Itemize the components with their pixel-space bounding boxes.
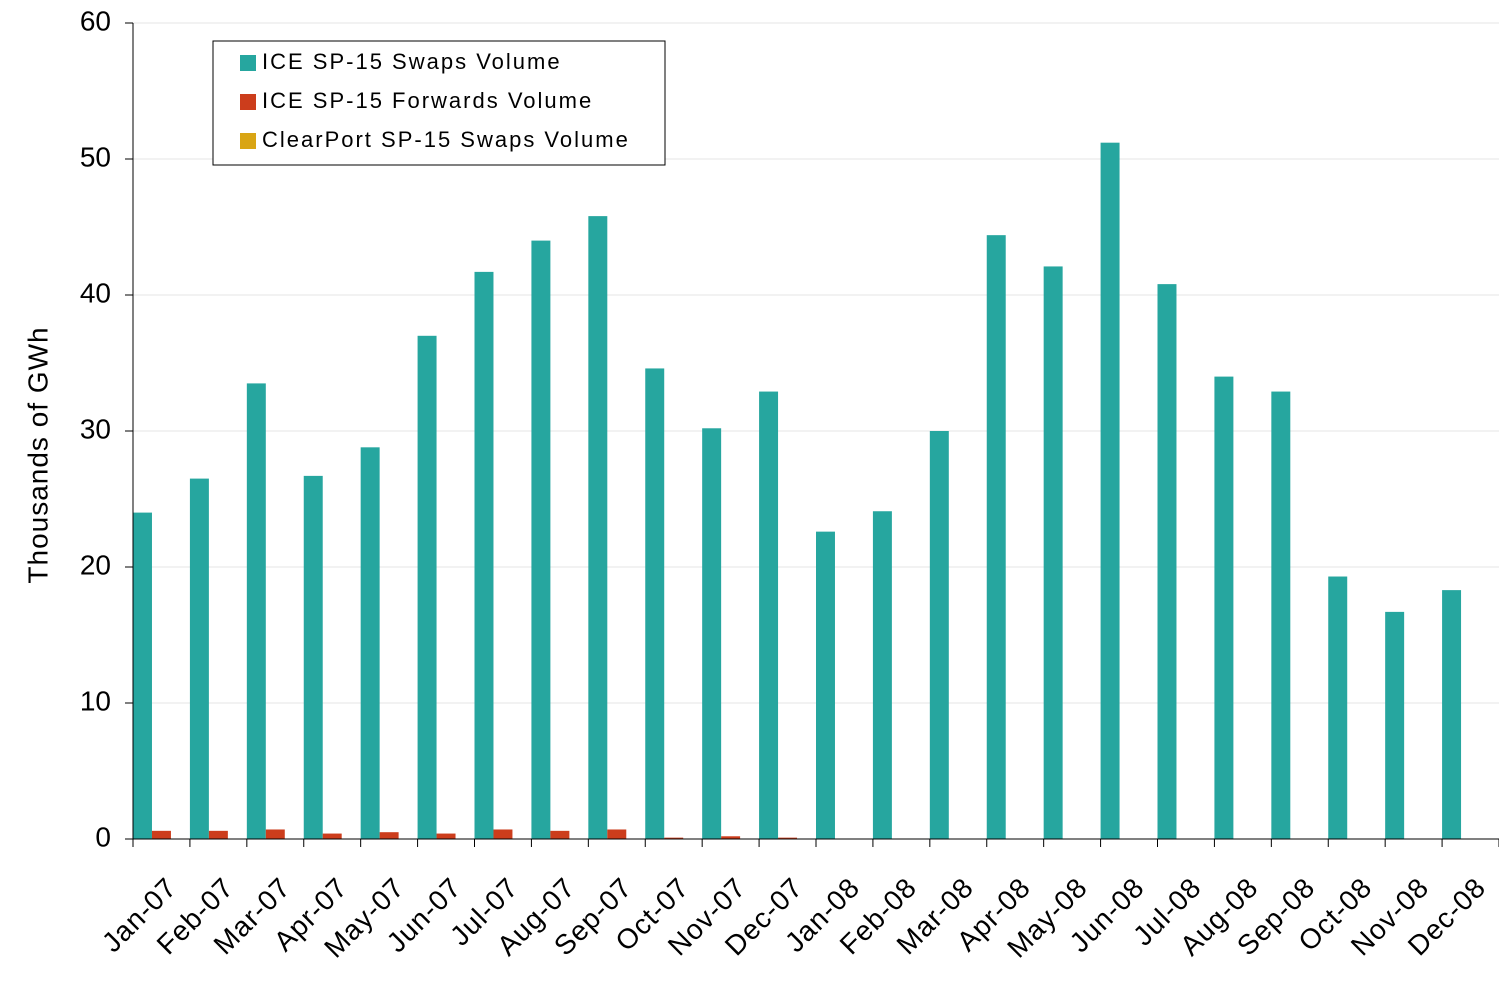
y-tick-label: 30 [80, 413, 111, 444]
bar [778, 837, 798, 839]
bar [493, 829, 513, 839]
bar [1214, 376, 1234, 839]
legend-swatch [240, 133, 256, 149]
y-tick-label: 40 [80, 277, 111, 308]
bar [531, 240, 551, 840]
bar [929, 431, 949, 839]
bar [379, 832, 399, 839]
y-tick-label: 10 [80, 685, 111, 716]
legend-swatch [240, 55, 256, 71]
bar [208, 830, 228, 839]
legend-label: ClearPort SP-15 Swaps Volume [262, 127, 630, 152]
legend: ICE SP-15 Swaps Volume ICE SP-15 Forwards… [212, 40, 666, 166]
bar [322, 833, 342, 839]
legend-swatch [240, 94, 256, 110]
bar [664, 837, 684, 839]
bar [303, 475, 323, 839]
bar [721, 836, 741, 839]
y-tick-label: 50 [80, 141, 111, 172]
bar [417, 335, 437, 839]
y-axis-label: Thousands of GWh [22, 326, 53, 583]
y-tick-label: 20 [80, 549, 111, 580]
bar [360, 447, 380, 839]
bar [1385, 611, 1405, 839]
bar [474, 271, 494, 839]
bar [246, 383, 266, 839]
bar [816, 531, 835, 839]
bar [759, 391, 779, 839]
bar [872, 511, 892, 839]
bar [1157, 284, 1177, 839]
bar [1328, 576, 1348, 839]
bar [436, 833, 456, 839]
bar [645, 368, 665, 839]
bar [189, 478, 209, 839]
bar [588, 216, 608, 839]
legend-label: ICE SP-15 Forwards Volume [262, 88, 593, 113]
bar [133, 512, 152, 839]
bar [151, 830, 171, 839]
y-tick-label: 0 [95, 821, 111, 852]
legend-label: ICE SP-15 Swaps Volume [262, 49, 562, 74]
bar [1442, 590, 1462, 839]
bar [1100, 142, 1120, 839]
bar [1043, 266, 1063, 839]
bar [986, 235, 1006, 839]
bar [265, 829, 285, 839]
bar [550, 830, 570, 839]
bar [702, 428, 722, 839]
bar [607, 829, 627, 839]
bar [1271, 391, 1291, 839]
legend-box [212, 40, 666, 166]
y-tick-label: 60 [80, 5, 111, 36]
